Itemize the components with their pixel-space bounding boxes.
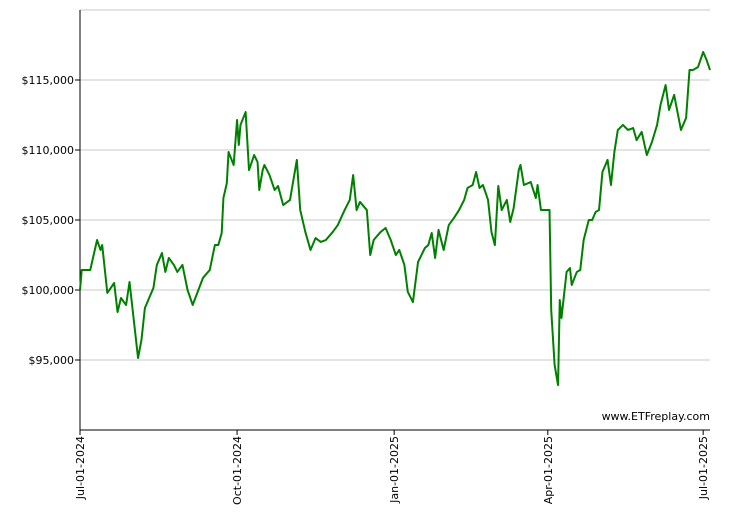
watermark: www.ETFreplay.com xyxy=(602,410,710,423)
y-tick-label: $95,000 xyxy=(29,354,75,367)
y-tick-label: $105,000 xyxy=(22,214,75,227)
price-line xyxy=(79,51,711,387)
y-tick-label: $110,000 xyxy=(22,144,75,157)
x-tick-label: Jul-01-2025 xyxy=(697,436,710,500)
x-tick-label: Oct-01-2024 xyxy=(231,436,244,505)
x-tick-label: Jan-01-2025 xyxy=(388,436,401,504)
y-tick-label: $115,000 xyxy=(22,74,75,87)
x-tick-label: Jul-01-2024 xyxy=(74,436,87,500)
x-tick-label: Apr-01-2025 xyxy=(542,436,555,504)
y-tick-label: $100,000 xyxy=(22,284,75,297)
